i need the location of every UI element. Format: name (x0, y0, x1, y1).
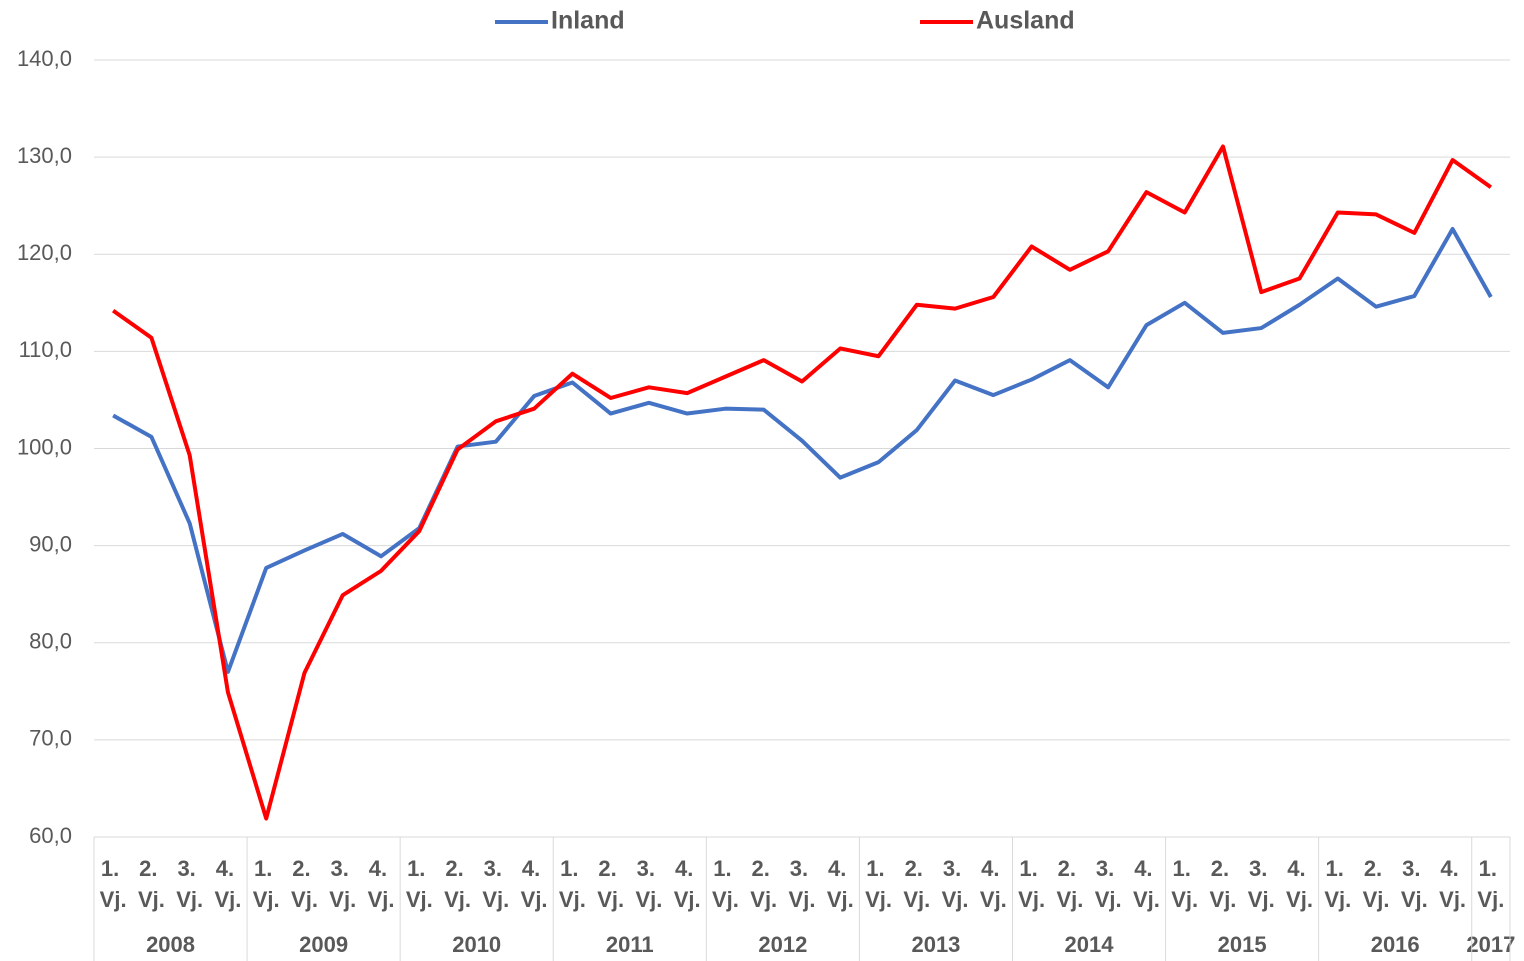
x-tick-label: 4. Vj. (827, 856, 854, 912)
x-group-label: 2017 (1466, 932, 1515, 957)
x-tick-label: 2. Vj. (597, 856, 624, 912)
x-tick-label: 2. Vj. (1056, 856, 1083, 912)
x-group-label: 2009 (299, 932, 348, 957)
x-tick-label: 3. Vj. (329, 856, 356, 912)
y-tick-label: 100,0 (17, 434, 72, 459)
x-tick-label: 4. Vj. (980, 856, 1007, 912)
x-tick-label: 2. Vj. (903, 856, 930, 912)
x-tick-label: 1. Vj. (253, 856, 280, 912)
x-tick-label: 4. Vj. (521, 856, 548, 912)
x-tick-label: 2. Vj. (1210, 856, 1237, 912)
series-line (112, 226, 1493, 674)
x-tick-label: 2. Vj. (750, 856, 777, 912)
x-tick-label: 3. Vj. (1095, 856, 1122, 912)
x-group-label: 2012 (758, 932, 807, 957)
x-tick-label: 2. Vj. (444, 856, 471, 912)
y-tick-label: 80,0 (29, 629, 72, 654)
x-tick-label: 3. Vj. (482, 856, 509, 912)
x-tick-label: 4. Vj. (368, 856, 395, 912)
x-tick-label: 4. Vj. (674, 856, 701, 912)
x-tick-label: 3. Vj. (1248, 856, 1275, 912)
x-tick-label: 2. Vj. (138, 856, 165, 912)
y-tick-label: 90,0 (29, 531, 72, 556)
x-tick-label: 1. Vj. (712, 856, 739, 912)
y-tick-label: 140,0 (17, 46, 72, 71)
x-group-label: 2013 (911, 932, 960, 957)
x-tick-label: 1. Vj. (406, 856, 433, 912)
x-tick-label: 2. Vj. (291, 856, 318, 912)
x-tick-label: 3. Vj. (635, 856, 662, 912)
x-tick-label: 4. Vj. (214, 856, 241, 912)
x-tick-label: 4. Vj. (1286, 856, 1313, 912)
x-group-label: 2014 (1065, 932, 1115, 957)
x-group-label: 2015 (1218, 932, 1267, 957)
x-tick-label: 1. Vj. (559, 856, 586, 912)
x-tick-label: 3. Vj. (789, 856, 816, 912)
x-tick-label: 3. Vj. (176, 856, 203, 912)
x-group-label: 2010 (452, 932, 501, 957)
x-tick-label: 1. Vj. (1324, 856, 1351, 912)
x-tick-label: 1. Vj. (1018, 856, 1045, 912)
legend-label: Inland (551, 7, 625, 35)
y-tick-label: 70,0 (29, 726, 72, 751)
legend-label: Ausland (976, 7, 1075, 35)
x-tick-label: 3. Vj. (1401, 856, 1428, 912)
x-tick-label: 1. Vj. (865, 856, 892, 912)
y-tick-label: 60,0 (29, 823, 72, 848)
x-tick-label: 1. Vj. (100, 856, 127, 912)
series-line (111, 144, 1493, 821)
y-tick-label: 130,0 (17, 143, 72, 168)
x-tick-label: 2. Vj. (1363, 856, 1390, 912)
x-tick-label: 1. Vj. (1477, 856, 1504, 912)
x-tick-label: 4. Vj. (1133, 856, 1160, 912)
x-group-label: 2011 (606, 932, 654, 957)
x-group-label: 2008 (146, 932, 195, 957)
y-tick-label: 120,0 (17, 240, 72, 265)
x-tick-label: 1. Vj. (1171, 856, 1198, 912)
x-group-label: 2016 (1371, 932, 1420, 957)
y-tick-label: 110,0 (19, 337, 72, 362)
x-tick-label: 4. Vj. (1439, 856, 1466, 912)
x-tick-label: 3. Vj. (942, 856, 969, 912)
